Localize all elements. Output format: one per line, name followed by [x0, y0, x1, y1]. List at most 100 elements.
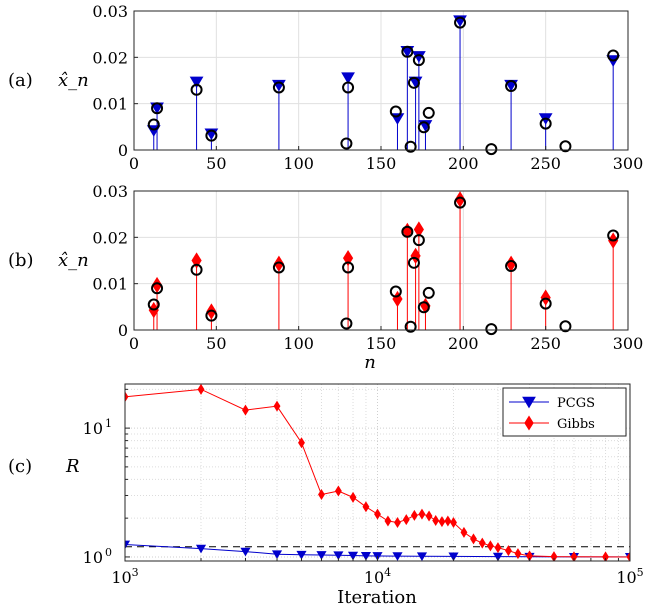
series-point-gibbs [334, 485, 342, 497]
x-tick-label: 150 [366, 334, 397, 353]
truth-marker [272, 261, 285, 274]
truth-marker [389, 105, 402, 118]
y-tick-label: 0.02 [92, 228, 128, 247]
y-tick-label-base: 10 [83, 419, 103, 438]
truth-marker [404, 140, 417, 153]
series-point-gibbs [494, 542, 502, 554]
truth-marker [454, 196, 467, 209]
estimate-marker [191, 252, 202, 269]
truth-marker [407, 76, 420, 89]
panel-c-series [125, 384, 630, 561]
x-tick-label-base: 10 [111, 568, 131, 587]
y-tick-label: 0.03 [92, 2, 128, 21]
series-point-gibbs [374, 508, 381, 520]
truth-marker [342, 261, 355, 274]
x-tick-label: 104 [364, 566, 391, 587]
series-point-gibbs [298, 437, 305, 449]
panel-a-ylabel-text: x̂_n [58, 70, 89, 91]
y-tick-label-base: 10 [83, 548, 103, 567]
x-tick-label-exponent: 3 [132, 566, 139, 579]
truth-marker [151, 282, 164, 295]
series-point-gibbs [425, 510, 433, 522]
x-tick-label: 300 [613, 334, 644, 353]
truth-marker [407, 256, 420, 269]
series-point-gibbs [550, 551, 558, 561]
x-tick-label-base: 10 [364, 568, 384, 587]
panel-b-grid [134, 191, 628, 330]
truth-marker [607, 229, 620, 242]
series-point-gibbs [125, 391, 129, 403]
truth-marker [147, 298, 160, 311]
x-tick-label-exponent: 4 [384, 566, 391, 579]
truth-marker [505, 260, 518, 273]
series-point-pcgs [240, 547, 251, 557]
series-point-gibbs [504, 545, 512, 557]
x-tick-label: 105 [616, 566, 643, 587]
truth-marker [485, 143, 498, 156]
legend-marker [524, 415, 534, 431]
x-tick-label: 50 [206, 334, 226, 353]
series-point-gibbs [242, 404, 249, 416]
truth-marker [190, 263, 203, 276]
x-tick-label: 150 [366, 154, 397, 173]
series-point-gibbs [362, 501, 370, 513]
series-point-gibbs [410, 509, 418, 521]
series-point-pcgs [392, 552, 403, 561]
y-tick-label: 10 [83, 419, 103, 438]
truth-marker [607, 49, 620, 62]
panel-a-grid [134, 11, 628, 150]
series-point-gibbs [197, 384, 205, 395]
series-point-gibbs [273, 400, 281, 412]
panel-a-ticks: 0 50 100 150 200 250 300 0 0.01 0.02 0.03 [92, 2, 643, 173]
legend-label: Gibbs [557, 417, 595, 432]
truth-marker [505, 80, 518, 93]
truth-marker [422, 106, 435, 119]
truth-marker [454, 16, 467, 29]
series-point-gibbs [514, 548, 522, 560]
y-tick-label-exponent: 1 [105, 417, 112, 430]
series-point-gibbs [450, 517, 457, 529]
x-tick-label: 250 [530, 334, 561, 353]
estimate-marker [341, 72, 355, 85]
series-point-gibbs [602, 551, 609, 561]
legend-label: PCGS [557, 396, 595, 411]
series-point-pcgs [448, 552, 459, 561]
legend-marker [522, 396, 536, 409]
series-point-pcgs [296, 550, 307, 560]
panel-b-ylabel: x̂_n [58, 250, 89, 271]
panel-a-label: (a) [8, 70, 33, 91]
estimate-marker [342, 250, 354, 267]
y-tick-label: 0 [118, 321, 128, 340]
estimate-marker [540, 289, 551, 306]
truth-marker [539, 297, 552, 310]
series-point-pcgs [271, 550, 283, 559]
series-point-pcgs [347, 551, 359, 561]
x-tick-label: 0 [129, 154, 139, 173]
panel-a-stems [146, 15, 621, 156]
truth-marker [151, 102, 164, 115]
truth-marker [272, 81, 285, 94]
truth-marker [539, 117, 552, 130]
panel-c-xlabel: Iteration [337, 587, 417, 608]
x-tick-label: 250 [530, 154, 561, 173]
truth-marker [422, 286, 435, 299]
panel-b: 0 50 100 150 200 250 300 0 0.01 0.02 0.03 (b) x̂_n… [8, 182, 643, 373]
panel-b-xlabel: n [364, 352, 376, 373]
panel-b-ylabel-text: x̂_n [58, 250, 89, 271]
panel-a-ylabel: x̂_n [58, 70, 89, 91]
legend-box [502, 387, 627, 437]
truth-marker [190, 83, 203, 96]
truth-marker [412, 54, 425, 67]
estimate-marker [151, 276, 163, 294]
series-point-gibbs [570, 551, 578, 561]
panel-b-ticks: 0 50 100 150 200 250 300 0 0.01 0.02 0.03 [92, 182, 643, 353]
truth-marker [340, 137, 353, 150]
series-point-gibbs [394, 517, 401, 529]
series-point-pcgs [360, 551, 372, 561]
estimate-marker [413, 221, 424, 238]
x-tick-label-base: 10 [616, 568, 636, 587]
y-tick-label: 0.01 [92, 95, 128, 114]
series-point-gibbs [432, 514, 440, 526]
series-point-gibbs [402, 514, 410, 526]
